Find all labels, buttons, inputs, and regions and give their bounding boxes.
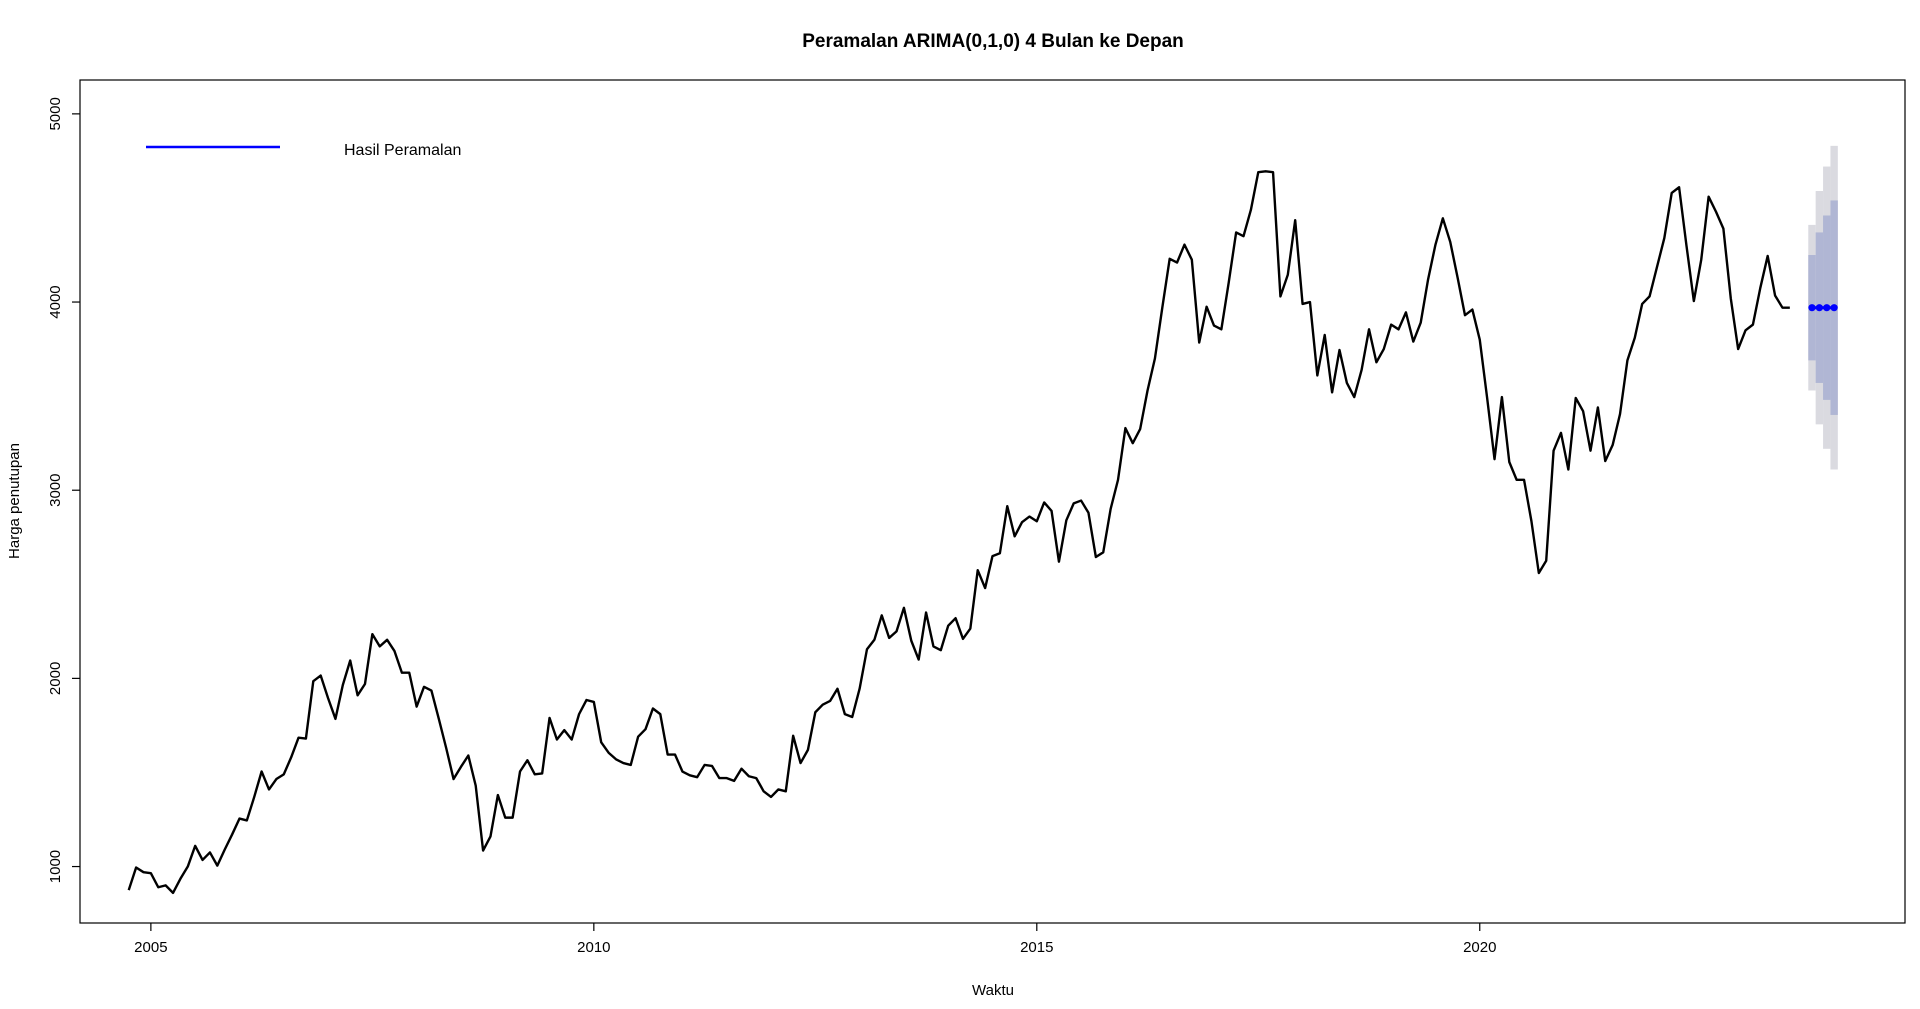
y-tick-label: 5000	[47, 97, 64, 130]
y-tick-label: 2000	[47, 662, 64, 695]
x-tick-label: 2005	[134, 939, 167, 956]
y-tick-label: 4000	[47, 285, 64, 318]
plot-frame	[79, 79, 1906, 924]
history-series-line	[127, 170, 1790, 895]
forecast-point	[1823, 304, 1831, 312]
x-tick-label: 2010	[577, 939, 610, 956]
legend-label: Hasil Peramalan	[344, 142, 461, 159]
x-axis-label: Waktu	[972, 982, 1014, 999]
x-tick-label: 2020	[1463, 939, 1496, 956]
y-tick-label: 1000	[47, 850, 64, 883]
forecast-points	[1808, 304, 1838, 312]
y-axis: 1000 2000 3000 4000 5000	[47, 97, 80, 883]
legend: Hasil Peramalan	[146, 142, 461, 159]
y-axis-label: Harga penutupan	[6, 443, 23, 559]
x-tick-label: 2015	[1020, 939, 1053, 956]
y-tick-label: 3000	[47, 474, 64, 507]
forecast-point	[1830, 304, 1838, 312]
chart-title: Peramalan ARIMA(0,1,0) 4 Bulan ke Depan	[802, 31, 1184, 52]
forecast-point	[1815, 304, 1823, 312]
forecast-point	[1808, 304, 1816, 312]
x-axis: 2005 2010 2015 2020	[134, 923, 1496, 956]
